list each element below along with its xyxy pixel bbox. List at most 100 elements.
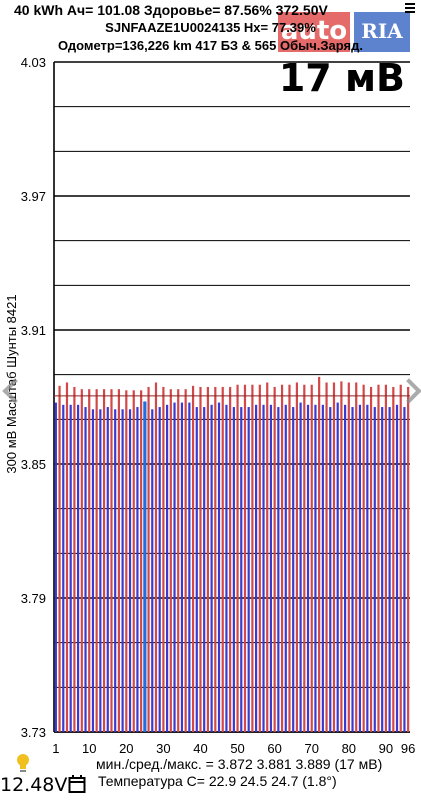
- bar-cell-9: [84, 407, 87, 732]
- bar-cell-28: [154, 382, 158, 732]
- bar-cell-75: [329, 407, 332, 732]
- y-tick-label: 3.85: [21, 457, 46, 472]
- menu-icon[interactable]: [405, 3, 415, 15]
- x-tick-label: 60: [267, 741, 281, 756]
- x-tick-label: 1: [52, 741, 59, 756]
- bar-cell-46: [221, 386, 224, 732]
- bar-cell-68: [303, 384, 306, 732]
- bar-cell-72: [318, 376, 321, 732]
- bar-cell-11: [91, 409, 95, 732]
- bar-cell-70: [310, 384, 313, 732]
- bar-cell-91: [388, 407, 391, 732]
- watermark-auto: auto: [278, 12, 350, 52]
- x-tick-label: 70: [304, 741, 318, 756]
- bar-cell-50: [236, 384, 239, 732]
- bar-cell-16: [110, 389, 113, 732]
- header-line-vin: SJNFAAZE1U0024135 Hx= 77.39%: [105, 20, 316, 35]
- x-tick-label: 10: [82, 741, 96, 756]
- bar-cell-47: [225, 404, 228, 732]
- bar-cell-42: [206, 386, 209, 732]
- bar-cell-13: [99, 409, 102, 732]
- bar-cell-33: [173, 402, 176, 732]
- bar-cell-63: [284, 404, 287, 732]
- bar-cell-77: [336, 402, 339, 732]
- bar-cell-43: [210, 404, 213, 732]
- bar-cell-34: [177, 389, 180, 732]
- temperature-readout: Температура C= 22.9 24.5 24.7 (1.8°): [98, 773, 337, 789]
- bar-cell-15: [106, 407, 109, 732]
- x-tick-label: 96: [401, 741, 415, 756]
- x-tick-label: 30: [156, 741, 170, 756]
- bar-cell-87: [373, 407, 376, 732]
- bar-cell-54: [251, 384, 254, 732]
- calendar-icon[interactable]: [68, 774, 86, 794]
- bar-cell-53: [247, 407, 250, 732]
- voltage-spread: 17 мВ: [278, 56, 405, 100]
- bar-cell-48: [229, 386, 232, 732]
- bar-cell-37: [188, 402, 191, 732]
- bar-cell-36: [184, 389, 187, 732]
- bar-cell-35: [180, 402, 184, 732]
- y-tick-label: 3.91: [21, 323, 46, 338]
- bar-cell-61: [277, 407, 280, 732]
- header-line-battery: 40 kWh Ач= 101.08 Здоровье= 87.56% 372.5…: [14, 2, 328, 18]
- bar-cell-17: [114, 409, 117, 732]
- bar-cell-30: [162, 386, 165, 732]
- bar-cell-44: [214, 386, 217, 732]
- bar-cell-59: [269, 404, 273, 732]
- bar-cell-86: [369, 386, 373, 732]
- x-tick-label: 20: [119, 741, 133, 756]
- bar-cell-29: [158, 407, 161, 732]
- bar-cell-67: [299, 402, 302, 732]
- lightbulb-icon[interactable]: [15, 753, 31, 775]
- bar-cell-4: [65, 382, 69, 732]
- bar-cell-10: [88, 389, 91, 732]
- bar-cell-39: [195, 407, 198, 732]
- bar-cell-20: [125, 390, 128, 732]
- bar-cell-40: [199, 386, 202, 732]
- y-tick-label: 3.73: [21, 725, 46, 740]
- y-tick-label: 3.79: [21, 591, 46, 606]
- bar-cell-23: [136, 407, 139, 732]
- bar-cell-18: [117, 389, 120, 732]
- bar-cell-55: [255, 404, 258, 732]
- bar-cell-74: [325, 382, 328, 732]
- x-tick-label: 40: [193, 741, 207, 756]
- bar-cell-8: [80, 389, 83, 732]
- y-tick-label: 3.97: [21, 189, 46, 204]
- bar-cell-24: [140, 390, 143, 732]
- bar-cell-19: [121, 409, 124, 732]
- voltage-stats: мин./сред./макс. = 3.872 3.881 3.889 (17…: [96, 756, 383, 772]
- bar-cell-62: [280, 384, 284, 732]
- bar-cell-6: [73, 386, 76, 732]
- bar-cell-71: [314, 404, 317, 732]
- x-tick-label: 90: [379, 741, 393, 756]
- bar-cell-82: [355, 382, 358, 732]
- bar-cell-89: [381, 407, 384, 732]
- autoria-watermark: auto RIA: [278, 8, 410, 56]
- bar-cell-93: [395, 404, 399, 732]
- x-tick-label: 80: [342, 741, 356, 756]
- x-tick-label: 50: [230, 741, 244, 756]
- bar-cell-81: [351, 407, 354, 732]
- bar-cell-2: [58, 385, 61, 732]
- bar-cell-96: [407, 386, 410, 732]
- header-line-odometer: Одометр=136,226 km 417 БЗ & 565 Обыч.Зар…: [58, 38, 363, 53]
- bar-cell-94: [399, 384, 402, 732]
- bar-cell-49: [232, 407, 235, 732]
- bar-cell-80: [347, 382, 350, 732]
- bar-cell-1: [54, 402, 57, 732]
- bar-cell-31: [166, 404, 169, 732]
- bar-cell-32: [169, 389, 172, 732]
- bar-cell-66: [295, 382, 298, 732]
- bar-cell-58: [266, 382, 269, 732]
- bar-cell-51: [240, 407, 243, 732]
- bar-cell-57: [262, 404, 265, 732]
- bar-cell-5: [69, 404, 72, 732]
- bar-cell-7: [77, 404, 80, 732]
- bar-cell-14: [102, 389, 106, 732]
- bar-cell-60: [273, 386, 276, 732]
- bar-cell-95: [403, 407, 406, 732]
- bar-cell-12: [95, 389, 98, 732]
